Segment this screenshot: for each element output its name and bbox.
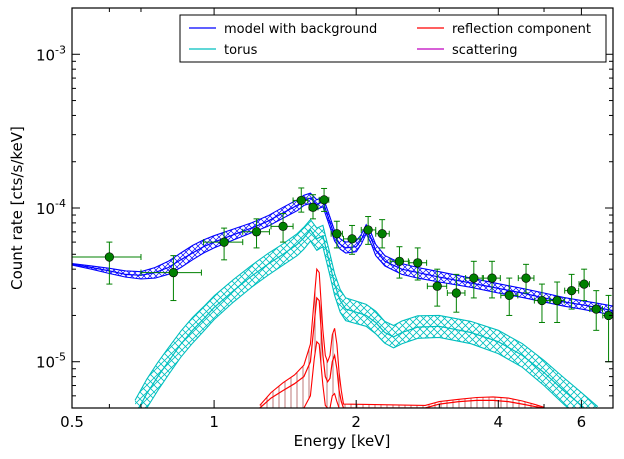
x-tick-label-3: 4 <box>494 413 504 431</box>
band-lower-reflection-component <box>259 340 544 408</box>
data-point-7 <box>318 187 330 212</box>
data-points-layer <box>72 187 613 363</box>
data-point-25 <box>602 294 613 363</box>
data-point-10 <box>360 216 377 245</box>
data-point-18 <box>500 277 519 316</box>
series-layer <box>72 192 613 408</box>
data-point-0 <box>72 241 142 285</box>
band-upper-model-with-background <box>72 192 613 307</box>
legend-frame <box>179 14 607 63</box>
data-point-8 <box>330 220 343 249</box>
legend-label-torus: torus <box>224 43 258 58</box>
data-point-15 <box>446 273 466 313</box>
series-reflection-component <box>259 267 545 408</box>
data-point-3 <box>242 218 270 249</box>
band-upper-reflection-component <box>259 267 545 408</box>
legend-label-scattering: scattering <box>452 43 518 58</box>
point-marker-4 <box>278 221 288 231</box>
point-marker-20 <box>537 295 547 306</box>
point-marker-8 <box>332 229 342 239</box>
series-torus <box>134 218 599 408</box>
point-marker-9 <box>347 234 357 244</box>
point-marker-7 <box>319 195 329 205</box>
point-marker-12 <box>394 256 405 266</box>
data-point-19 <box>517 263 535 294</box>
point-marker-15 <box>451 288 461 298</box>
data-point-17 <box>482 260 501 299</box>
data-point-4 <box>270 213 294 243</box>
point-marker-3 <box>251 227 262 237</box>
tick-labels-layer: 0.5 1 2 4 6 10-5 10-4 10-3 <box>36 43 586 431</box>
point-marker-19 <box>521 273 531 283</box>
y-tick-label-2: 10-3 <box>36 43 66 64</box>
point-marker-2 <box>219 237 229 247</box>
x-tick-label-4: 6 <box>577 413 587 431</box>
x-tick-label-1: 1 <box>209 413 219 431</box>
data-point-22 <box>564 273 580 310</box>
point-marker-5 <box>296 195 306 206</box>
data-point-23 <box>578 268 590 302</box>
data-point-16 <box>465 260 483 299</box>
point-marker-11 <box>377 229 387 239</box>
data-point-1 <box>140 255 202 302</box>
point-marker-18 <box>504 290 514 301</box>
point-marker-14 <box>432 281 442 291</box>
legend-label-reflection: reflection component <box>452 22 591 37</box>
point-marker-21 <box>552 295 562 306</box>
line-model-with-background <box>72 197 613 312</box>
legend-label-model: model with background <box>224 22 377 37</box>
x-tick-label-2: 2 <box>351 413 361 431</box>
data-point-20 <box>533 283 551 323</box>
data-point-6 <box>308 194 319 220</box>
data-point-24 <box>589 290 603 331</box>
line-reflection-component <box>259 296 545 408</box>
y-tick-label-0: 10-5 <box>36 351 66 372</box>
legend: model with background reflection compone… <box>179 14 607 63</box>
data-point-12 <box>389 246 409 279</box>
point-marker-6 <box>308 202 318 212</box>
y-tick-label-1: 10-4 <box>36 197 66 218</box>
x-axis-label: Energy [keV] <box>294 432 391 450</box>
data-point-21 <box>549 281 565 323</box>
data-point-13 <box>408 247 428 281</box>
point-marker-24 <box>591 304 601 314</box>
point-marker-22 <box>567 286 577 296</box>
y-axis-label: Count rate [cts/s/keV] <box>8 126 26 290</box>
data-point-11 <box>375 219 390 249</box>
point-marker-0 <box>104 252 114 262</box>
point-marker-10 <box>363 225 373 235</box>
data-point-14 <box>426 268 448 307</box>
line-torus <box>138 228 586 408</box>
point-marker-16 <box>469 273 479 283</box>
data-point-9 <box>343 224 361 255</box>
point-marker-13 <box>413 258 423 268</box>
x-tick-label-0: 0.5 <box>60 413 84 431</box>
data-point-2 <box>203 227 244 261</box>
band-lower-torus <box>146 240 569 408</box>
point-marker-23 <box>579 279 589 289</box>
plot-area <box>72 8 613 408</box>
point-marker-17 <box>487 273 497 283</box>
point-marker-1 <box>168 267 179 278</box>
band-upper-torus <box>134 218 599 408</box>
data-point-5 <box>292 187 309 213</box>
